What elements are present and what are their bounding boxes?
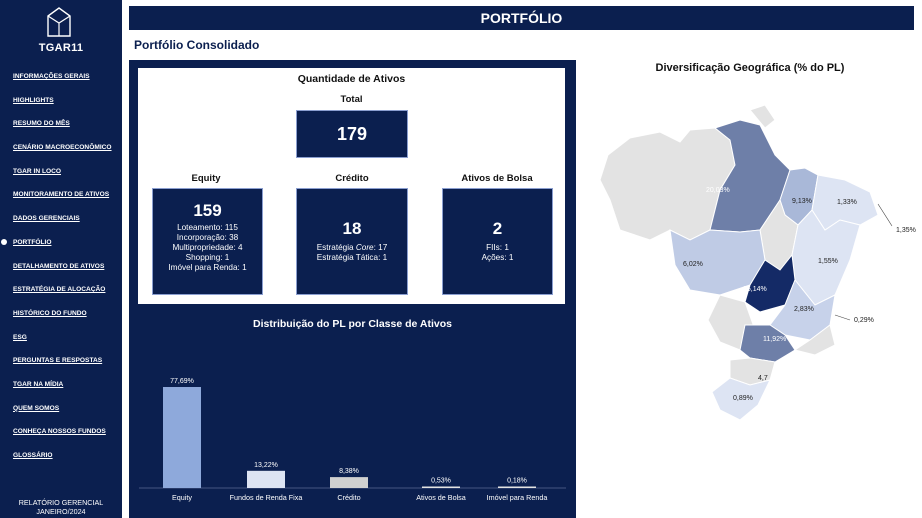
sidebar-item[interactable]: INFORMAÇÕES GERAIS [13,73,90,80]
sidebar-item[interactable]: DETALHAMENTO DE ATIVOS [13,262,105,270]
distribution-bar-chart: 77,69% Equity 13,22% Fundos de Renda Fixa 8,… [139,378,566,502]
total-value: 179 [336,124,368,144]
sidebar-item[interactable]: DADOS GERENCIAIS [13,215,80,223]
map-region-ap [749,104,776,129]
sidebar-item[interactable]: HIGHLIGHTS [13,96,54,104]
bar-value-label: 8,38% [339,468,359,475]
bar-value-label: 77,69% [170,378,194,385]
bolsa-value: 2 [492,219,503,238]
page-subtitle: Portfólio Consolidado [134,38,260,52]
sidebar-item[interactable]: ESTRATÉGIA DE ALOCAÇÃO [13,286,106,294]
map-region-rs [711,377,771,421]
total-box: 179 [296,110,408,158]
sidebar: TGAR11 INFORMAÇÕES GERAIS HIGHLIGHTS RESUM… [0,0,122,518]
map-label: 9,13% [792,198,812,205]
bolsa-line: FIIs: 1 [486,243,509,252]
bar [247,470,285,488]
credito-line-core: Estratégia Core: 17 [316,243,388,252]
equity-value: 159 [193,201,222,220]
sidebar-item[interactable]: TGAR NA MÍDIA [13,380,64,388]
sidebar-item[interactable]: RESUMO DO MÊS [13,120,70,128]
equity-line: Imóvel para Renda: 1 [168,263,247,272]
brazil-map: 20,03% 9,13% 1,33% 1,35% 6,02% 1,55% 35,… [599,104,916,421]
equity-title: Equity [191,173,221,184]
assets-title: Quantidade de Ativos [297,73,406,85]
sidebar-item[interactable]: CONHEÇA NOSSOS FUNDOS [13,428,106,436]
map-label: 1,33% [837,199,857,206]
house-logo-icon [47,7,71,37]
distribution-title: Distribuição do PL por Classe de Ativos [253,318,452,330]
bar [330,477,368,488]
equity-line: Loteamento: 115 [177,223,238,232]
credito-value: 18 [342,219,362,238]
footer-line-2: JANEIRO/2024 [36,507,86,516]
map-label: 20,03% [706,187,730,194]
category-label: Imóvel para Renda [487,493,548,502]
bar-value-label: 13,22% [254,462,278,469]
map-label: 0,29% [854,317,874,324]
sidebar-item[interactable]: QUEM SOMOS [13,404,60,412]
map-label: 1,55% [818,258,838,265]
bolsa-title: Ativos de Bolsa [461,173,533,184]
portfolio-panel: Quantidade de Ativos Total 179 Equity 15… [129,60,576,518]
sidebar-item[interactable]: PORTFÓLIO [1,238,121,263]
sidebar-item[interactable]: CENÁRIO MACROECONÔMICO [13,144,112,152]
sidebar-item[interactable]: ESG [13,333,27,341]
category-label: Crédito [337,493,360,502]
sidebar-item[interactable]: PERGUNTAS E RESPOSTAS [13,357,103,365]
bar-value-label: 0,53% [431,478,451,485]
map-title: Diversificação Geográfica (% do PL) [655,62,845,74]
map-label: 35,14% [743,286,767,293]
sidebar-nav: INFORMAÇÕES GERAIS HIGHLIGHTS RESUMO DO MÊ… [1,73,121,476]
page-title: PORTFÓLIO [129,6,914,30]
equity-line: Shopping: 1 [185,253,230,262]
report-footer: RELATÓRIO GERENCIAL JANEIRO/2024 [0,498,122,516]
credito-line-tatica: Estratégia Tática: 1 [316,253,388,262]
sidebar-item[interactable]: GLOSSÁRIO [13,452,53,459]
map-label: 4,7 [758,375,768,382]
map-label: 6,02% [683,261,703,268]
sidebar-item[interactable]: TGAR IN LOCO [13,167,61,175]
map-label: 11,92% [763,336,786,343]
map-label: 2,83% [794,306,814,313]
category-label: Ativos de Bolsa [416,493,466,502]
map-label: 1,35% [896,227,916,234]
bolsa-box: 2 FIIs: 1 Ações: 1 [442,188,553,295]
map-region-sp [739,324,796,363]
bolsa-line: Ações: 1 [481,253,514,262]
map-label: 0,89% [733,395,753,402]
credito-title: Crédito [335,173,369,184]
sidebar-item[interactable]: MONITORAMENTO DE ATIVOS [13,191,110,199]
bar [422,486,460,488]
brand-name: TGAR11 [38,42,84,54]
category-label: Equity [172,493,192,502]
bar-value-label: 0,18% [507,478,527,485]
sidebar-item[interactable]: HISTÓRICO DO FUNDO [13,309,87,317]
total-label: Total [340,94,363,105]
credito-box: 18 Estratégia Core: 17 Estratégia Tática… [296,188,408,295]
footer-line-1: RELATÓRIO GERENCIAL [18,498,104,507]
equity-line: Incorporação: 38 [176,233,239,242]
bar [498,486,536,488]
equity-box: 159 Loteamento: 115 Incorporação: 38 Mul… [152,188,263,295]
assets-card: Quantidade de Ativos Total 179 Equity 15… [138,68,565,304]
map-region-rj-es [793,324,836,356]
equity-line: Multipropriedade: 4 [172,243,243,252]
bar [163,387,201,488]
category-label: Fundos de Renda Fixa [230,493,303,502]
